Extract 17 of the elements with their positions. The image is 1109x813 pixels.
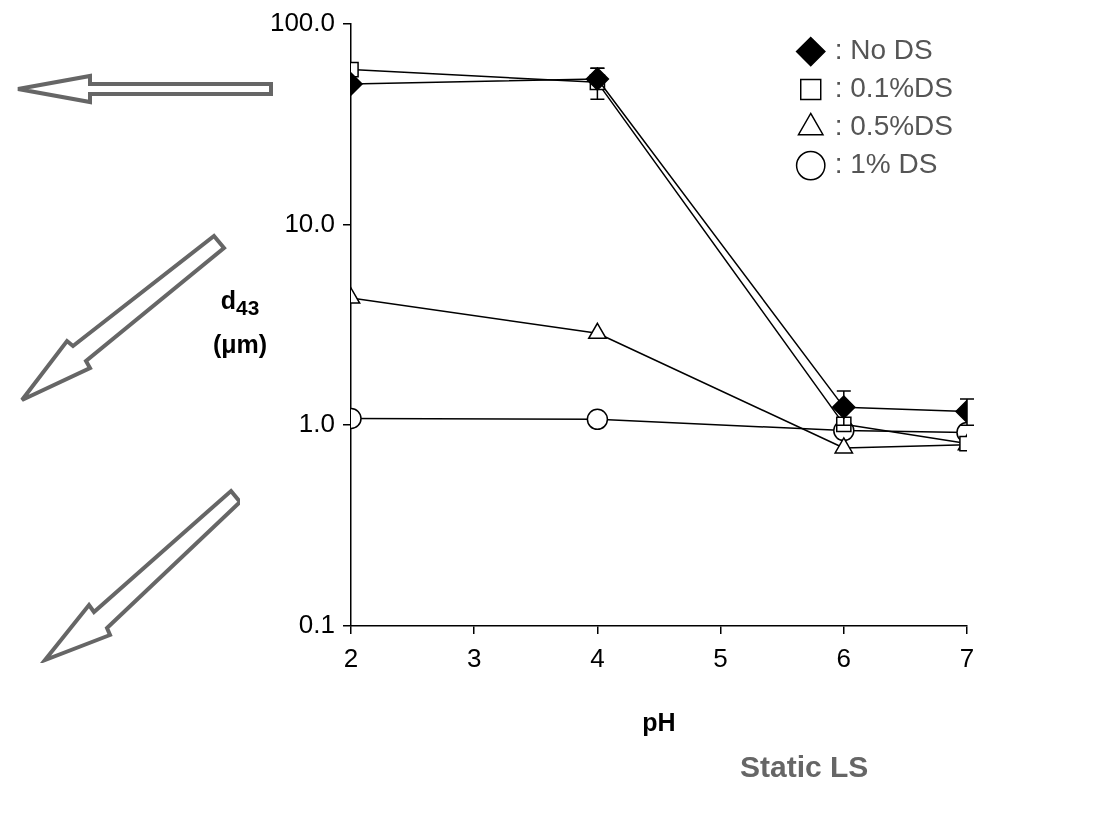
text: Static LS [740, 750, 869, 784]
legend-label: : No DS [834, 34, 933, 66]
y-tick-label: 100.0 [269, 6, 335, 37]
x-tick-label: 6 [836, 642, 852, 673]
y-tick-label: 0.1 [298, 609, 335, 640]
legend-label: : 0.1%DS [834, 72, 954, 104]
y-tick-label: 10.0 [284, 207, 335, 238]
y-axis-title: d$_{43}$ (μm) [211, 285, 269, 360]
y-tick-label: 1.0 [298, 408, 335, 439]
x-tick-label: 5 [713, 642, 728, 673]
legend-label: : 0.5%DS [834, 110, 954, 142]
x-tick-label: 7 [959, 642, 975, 673]
x-tick-label: 3 [466, 642, 482, 673]
x-axis-title: pH [642, 707, 676, 736]
x-tick-label: 4 [590, 642, 605, 673]
legend-label: : 1% DS [834, 148, 938, 180]
x-tick-label: 2 [343, 642, 359, 673]
